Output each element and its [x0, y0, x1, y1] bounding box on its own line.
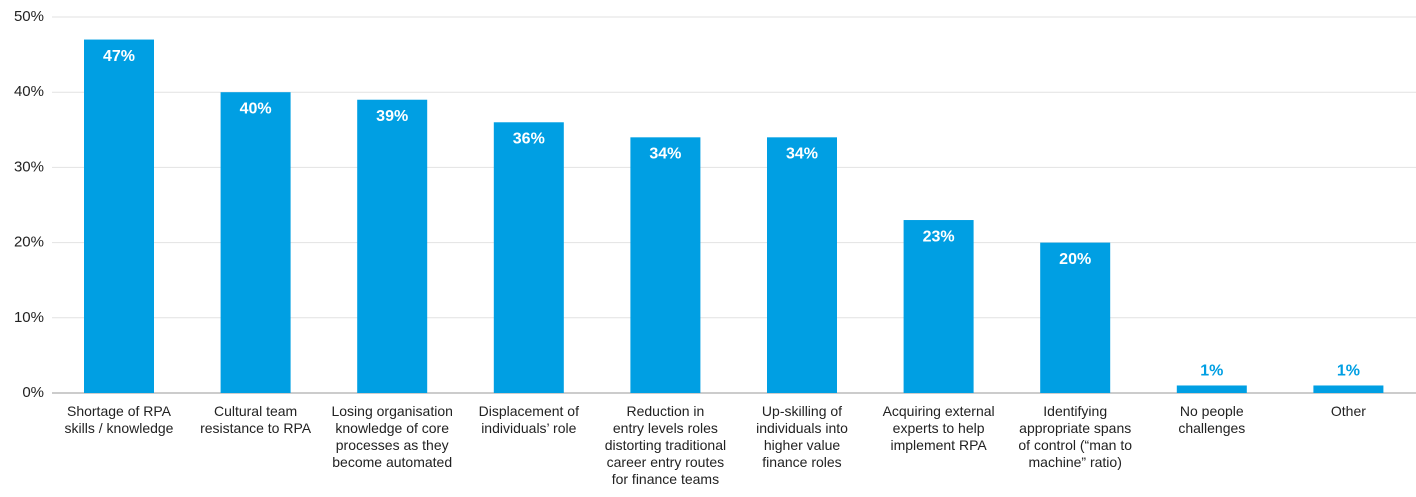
bar	[84, 39, 154, 394]
bar	[220, 92, 291, 393]
value-label: 34%	[649, 146, 681, 163]
x-tick-label: Identifying appropriate spans of control (…	[1018, 403, 1132, 470]
value-label: 1%	[1337, 363, 1360, 380]
value-label: 39%	[376, 108, 408, 125]
bar	[1313, 385, 1384, 393]
x-tick-label: Shortage of RPA skills / knowledge	[65, 403, 174, 436]
x-tick-label: Displacement of individuals’ role	[479, 403, 579, 436]
value-label: 34%	[786, 146, 818, 163]
x-tick-label: Losing organisation knowledge of core proc…	[331, 403, 452, 470]
bar	[493, 122, 564, 393]
x-tick-label: No people challenges	[1178, 403, 1245, 436]
value-label: 47%	[103, 48, 135, 65]
value-label: 23%	[923, 228, 955, 245]
y-tick-label: 0%	[22, 384, 44, 401]
y-tick-label: 20%	[14, 234, 44, 251]
bar	[1040, 242, 1111, 393]
bar	[903, 220, 974, 393]
y-tick-label: 30%	[14, 158, 44, 175]
bar	[1176, 385, 1247, 393]
y-tick-label: 40%	[14, 83, 44, 100]
x-tick-label: Acquiring external experts to help impleme…	[883, 403, 995, 453]
y-tick-label: 10%	[14, 309, 44, 326]
bar	[767, 137, 837, 393]
x-tick-label: Reduction in entry levels roles distorting…	[605, 403, 726, 487]
y-tick-label: 50%	[14, 8, 44, 25]
x-tick-label: Other	[1331, 403, 1366, 419]
value-label: 1%	[1200, 363, 1223, 380]
value-label: 20%	[1059, 251, 1091, 268]
bar	[630, 137, 701, 393]
value-label: 40%	[240, 100, 272, 117]
value-label: 36%	[513, 130, 545, 147]
bar	[357, 99, 428, 393]
x-tick-label: Up-skilling of individuals into higher val…	[756, 403, 848, 470]
x-tick-label: Cultural team resistance to RPA	[200, 403, 312, 436]
